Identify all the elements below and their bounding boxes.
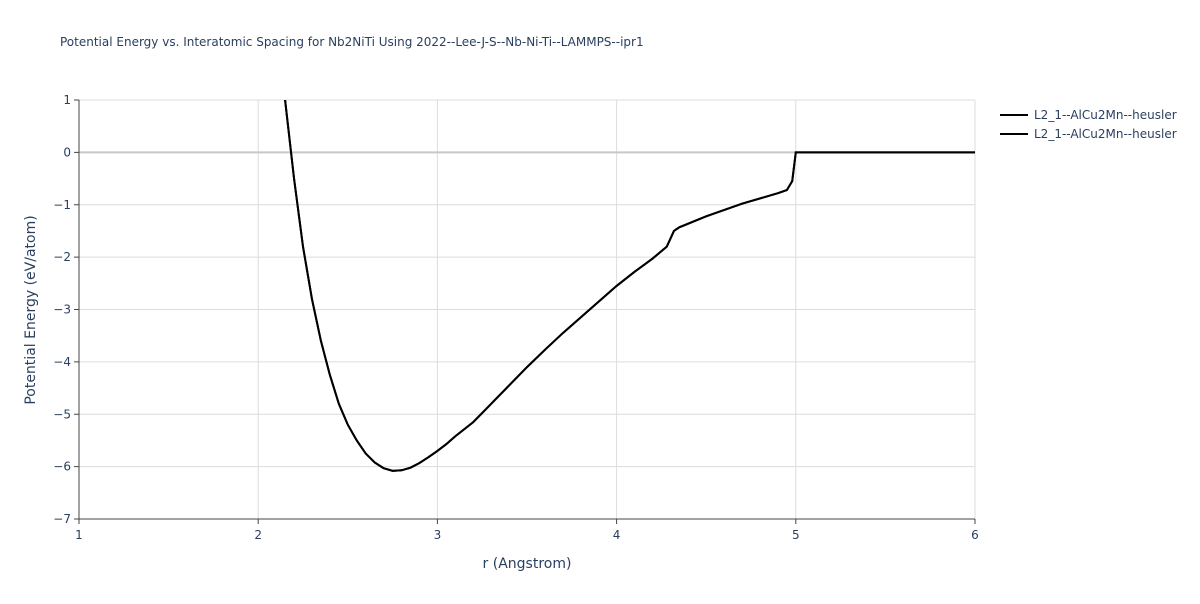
legend-label: L2_1--AlCu2Mn--heusler bbox=[1034, 127, 1177, 141]
x-tick-label: 3 bbox=[434, 528, 442, 542]
x-tick-label: 2 bbox=[254, 528, 262, 542]
y-tick-label: −4 bbox=[53, 355, 71, 369]
y-tick-label: −1 bbox=[53, 198, 71, 212]
y-tick-label: −3 bbox=[53, 303, 71, 317]
y-tick-label: 0 bbox=[63, 145, 71, 159]
legend-label: L2_1--AlCu2Mn--heusler bbox=[1034, 108, 1177, 122]
y-tick-label: −7 bbox=[53, 512, 71, 526]
x-tick-label: 4 bbox=[613, 528, 621, 542]
y-tick-label: −2 bbox=[53, 250, 71, 264]
x-axis-title: r (Angstrom) bbox=[483, 556, 572, 572]
y-tick-label: 1 bbox=[63, 93, 71, 107]
y-tick-label: −5 bbox=[53, 407, 71, 421]
data-line bbox=[284, 100, 975, 472]
chart-title: Potential Energy vs. Interatomic Spacing… bbox=[60, 35, 644, 49]
x-tick-label: 6 bbox=[971, 528, 979, 542]
data-line bbox=[284, 100, 975, 472]
x-tick-label: 5 bbox=[792, 528, 800, 542]
x-tick-label: 1 bbox=[75, 528, 83, 542]
y-axis-title: Potential Energy (eV/atom) bbox=[23, 215, 39, 404]
y-tick-label: −6 bbox=[53, 460, 71, 474]
